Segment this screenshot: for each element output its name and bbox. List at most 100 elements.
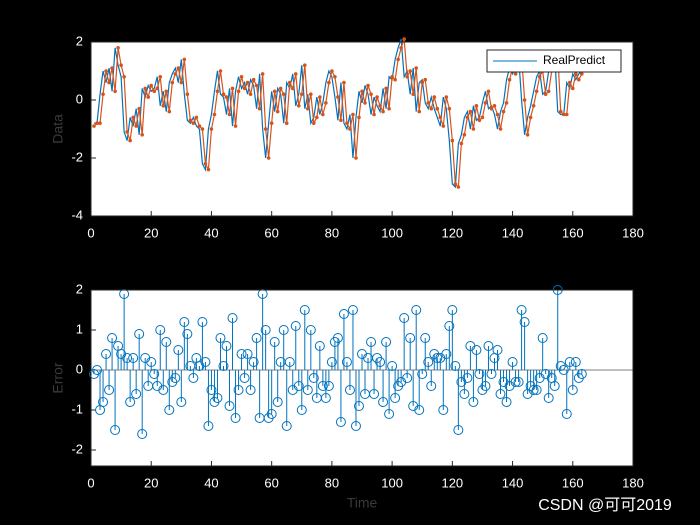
stem-marker	[308, 373, 319, 383]
point-marker	[354, 156, 358, 160]
axes-box	[90, 41, 634, 217]
x-tick-label: 0	[87, 225, 94, 240]
point-marker	[429, 106, 434, 111]
watermark: CSDN @可可2019	[538, 497, 672, 514]
stem-marker	[170, 373, 181, 383]
stem-marker	[272, 397, 283, 407]
stem-marker	[224, 401, 235, 411]
stem-marker	[305, 325, 316, 335]
point-marker	[272, 89, 277, 94]
stem-marker	[215, 333, 226, 343]
point-marker	[248, 92, 253, 96]
point-marker	[143, 86, 147, 91]
stem-marker	[510, 377, 521, 387]
stem-marker	[302, 385, 313, 395]
stem-marker	[335, 417, 346, 427]
point-marker	[167, 109, 172, 114]
point-marker	[224, 95, 229, 99]
stem-marker	[149, 369, 160, 379]
point-marker	[140, 133, 144, 137]
stem-marker	[317, 381, 328, 391]
point-marker	[92, 124, 96, 128]
point-marker	[215, 89, 220, 94]
stem-marker	[188, 373, 199, 383]
stem-marker	[230, 413, 241, 423]
point-marker	[170, 80, 175, 85]
stem-marker	[92, 365, 103, 375]
point-marker	[239, 75, 244, 79]
stem-marker	[281, 421, 292, 431]
point-marker	[188, 118, 193, 123]
y-tick-label: 2	[76, 33, 83, 48]
point-marker	[402, 37, 406, 41]
stem-marker	[212, 393, 223, 403]
stem-marker	[378, 397, 389, 407]
stem-marker	[519, 317, 530, 327]
stem-marker	[411, 305, 422, 315]
point-marker	[435, 106, 440, 111]
stem-marker	[290, 321, 301, 331]
stem-marker	[537, 333, 548, 343]
point-marker	[200, 127, 205, 131]
stem-marker	[110, 425, 121, 435]
point-marker	[474, 104, 479, 108]
stem-marker	[101, 349, 112, 359]
point-marker	[152, 89, 157, 94]
point-marker	[321, 112, 325, 117]
stem-marker	[492, 345, 503, 355]
axes-box	[90, 289, 634, 467]
y-tick-label: -1	[71, 401, 83, 416]
stem-marker	[125, 397, 136, 407]
x-tick-label: 40	[204, 225, 218, 240]
stem-marker	[390, 393, 401, 403]
stem-marker	[173, 345, 184, 355]
stem-marker	[402, 373, 413, 383]
x-tick-label: 40	[204, 475, 218, 490]
stem-marker	[239, 373, 250, 383]
stem-marker	[543, 393, 554, 403]
stem-marker	[296, 405, 307, 415]
stem-marker	[164, 405, 175, 415]
point-marker	[260, 72, 265, 76]
stem-marker	[161, 337, 172, 347]
point-marker	[245, 80, 250, 85]
point-marker	[366, 83, 370, 88]
stem-marker	[450, 361, 461, 371]
point-marker	[456, 185, 461, 189]
point-marker	[504, 101, 509, 105]
point-marker	[98, 121, 102, 125]
point-marker	[444, 95, 449, 99]
point-marker	[290, 86, 295, 91]
point-marker	[417, 109, 422, 114]
point-marker	[360, 89, 364, 94]
point-marker	[306, 106, 310, 111]
point-marker	[287, 80, 292, 85]
point-marker	[315, 115, 319, 120]
point-marker	[384, 86, 388, 91]
point-marker	[110, 66, 114, 70]
point-marker	[399, 46, 403, 50]
point-marker	[324, 101, 328, 105]
stem-marker	[384, 409, 395, 419]
stem-marker	[423, 357, 434, 367]
point-marker	[573, 72, 578, 76]
stem-marker	[447, 305, 458, 315]
x-tick-label: 120	[441, 475, 463, 490]
point-marker	[489, 106, 494, 111]
y-tick-label: -2	[71, 149, 83, 164]
point-marker	[254, 83, 259, 88]
point-marker	[206, 167, 211, 172]
point-marker	[203, 162, 208, 166]
stem-marker	[531, 385, 542, 395]
stem-marker	[558, 365, 569, 375]
point-marker	[312, 121, 316, 125]
stem-marker	[227, 313, 238, 323]
point-marker	[381, 109, 385, 114]
point-marker	[507, 77, 512, 82]
stem-marker	[369, 389, 380, 399]
point-marker	[468, 109, 473, 114]
stem-marker	[269, 337, 280, 347]
stem-marker	[98, 397, 109, 407]
stem-marker	[107, 333, 118, 343]
